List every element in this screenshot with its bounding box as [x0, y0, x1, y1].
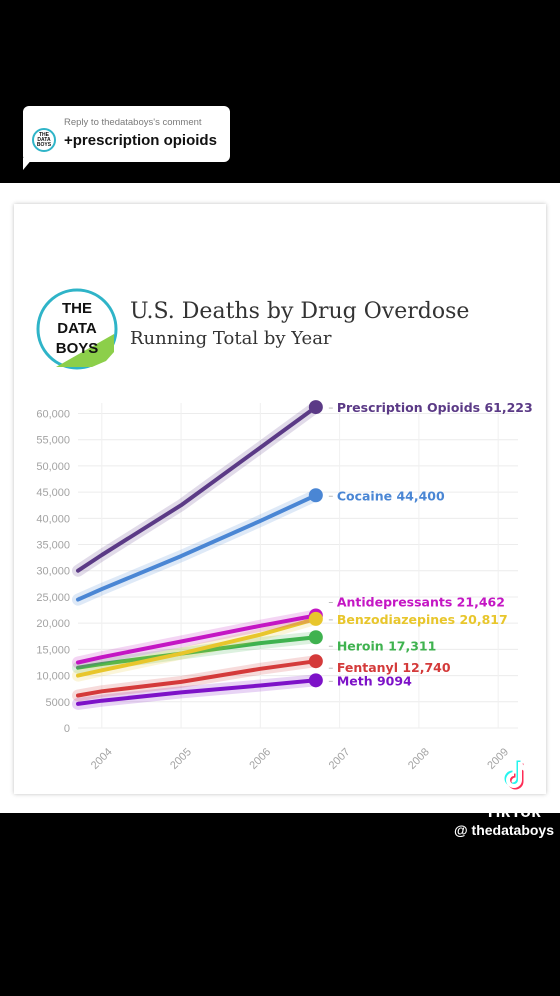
data-label-prescription: Prescription Opioids 61,223: [337, 400, 533, 415]
series-line-benzodiazepines: [76, 616, 318, 678]
chart-card: THE DATA BOYS U.S. Deaths by Drug Overdo…: [14, 204, 546, 794]
series-value: 21,462: [457, 594, 505, 609]
reply-bubble-tail: [23, 158, 33, 170]
series-value: 61,223: [484, 400, 532, 415]
y-tick-label: 30,000: [36, 566, 70, 578]
endpoint-marker-prescription: [308, 400, 323, 415]
y-tick-label: 60,000: [36, 408, 70, 420]
series-line-cocaine: [76, 493, 318, 602]
y-tick-label: 15,000: [36, 644, 70, 656]
data-label-antidepressants: Antidepressants 21,462: [337, 594, 505, 609]
creator-handle: @ thedataboys: [454, 822, 555, 838]
x-tick-label: 2004: [89, 746, 115, 772]
series-name: Cocaine: [337, 488, 392, 503]
tiktok-icon: [504, 760, 530, 790]
reply-bubble[interactable]: THE DATA BOYS Reply to thedataboys's com…: [23, 106, 230, 162]
series-labels: Prescription Opioids 61,223 Cocaine 44,40…: [308, 400, 533, 688]
y-axis: 60,000 55,000 50,000 45,000 40,000 35,000 30,0…: [36, 408, 70, 735]
grid: [78, 403, 518, 729]
y-tick-label: 20,000: [36, 618, 70, 630]
series-line-prescription: [76, 405, 318, 573]
logo-text-3: BOYS: [56, 340, 99, 357]
endpoint-marker-cocaine: [308, 488, 323, 503]
reply-comment-text: +prescription opioids: [64, 132, 217, 149]
y-tick-label: 25,000: [36, 592, 70, 604]
y-tick-label: 5000: [46, 697, 70, 709]
series-name: Prescription Opioids: [337, 400, 480, 415]
series-name: Fentanyl: [337, 660, 398, 675]
data-label-meth: Meth 9094: [337, 673, 412, 688]
data-label-benzodiazepines: Benzodiazepines 20,817: [337, 612, 508, 627]
endpoint-marker-fentanyl: [308, 654, 323, 669]
series-value: 44,400: [396, 488, 445, 503]
series-name: Meth: [337, 673, 373, 688]
data-label-fentanyl: Fentanyl 12,740: [337, 660, 451, 675]
y-tick-label: 10,000: [36, 671, 70, 683]
y-tick-label: 55,000: [36, 435, 70, 447]
reply-label: Reply to thedataboys's comment: [64, 117, 202, 128]
chart-title: U.S. Deaths by Drug Overdose: [130, 299, 469, 324]
x-tick-label: 2008: [406, 746, 432, 772]
series-value: 9094: [377, 673, 412, 688]
series-value: 17,311: [388, 638, 436, 653]
endpoint-marker-benzodiazepines: [308, 611, 323, 626]
x-axis: 2004 2005 2006 2007 2008 2009: [89, 746, 511, 772]
data-label-cocaine: Cocaine 44,400: [337, 488, 445, 503]
logo-text-2: DATA: [57, 320, 97, 337]
y-tick-label: 35,000: [36, 540, 70, 552]
series-name: Benzodiazepines: [337, 612, 455, 627]
x-tick-label: 2005: [168, 746, 194, 772]
line-chart: THE DATA BOYS U.S. Deaths by Drug Overdo…: [36, 288, 533, 772]
series-value: 20,817: [459, 612, 507, 627]
avatar-text: THE DATA BOYS: [36, 131, 52, 148]
series-name: Heroin: [337, 638, 384, 653]
series-value: 12,740: [402, 660, 451, 675]
x-tick-label: 2006: [247, 746, 273, 772]
endpoint-marker-heroin: [308, 630, 323, 645]
x-tick-label: 2007: [327, 746, 353, 772]
logo-bars: [56, 334, 114, 367]
y-tick-label: 40,000: [36, 513, 70, 525]
logo-text-1: THE: [62, 300, 92, 317]
series-name: Antidepressants: [337, 594, 452, 609]
chart-subtitle: Running Total by Year: [130, 328, 332, 349]
avatar: THE DATA BOYS: [32, 128, 56, 152]
series-group: [72, 401, 322, 710]
y-tick-label: 45,000: [36, 487, 70, 499]
data-boys-logo: THE DATA BOYS: [36, 288, 118, 370]
y-tick-label: 50,000: [36, 461, 70, 473]
endpoint-marker-meth: [308, 673, 323, 688]
series-line-antidepressants: [76, 613, 318, 665]
data-label-heroin: Heroin 17,311: [337, 638, 436, 653]
y-tick-label: 0: [64, 723, 70, 735]
series-line-fentanyl: [76, 659, 318, 698]
series-line-meth: [76, 678, 318, 706]
tiktok-wordmark: TikTok: [485, 802, 542, 821]
